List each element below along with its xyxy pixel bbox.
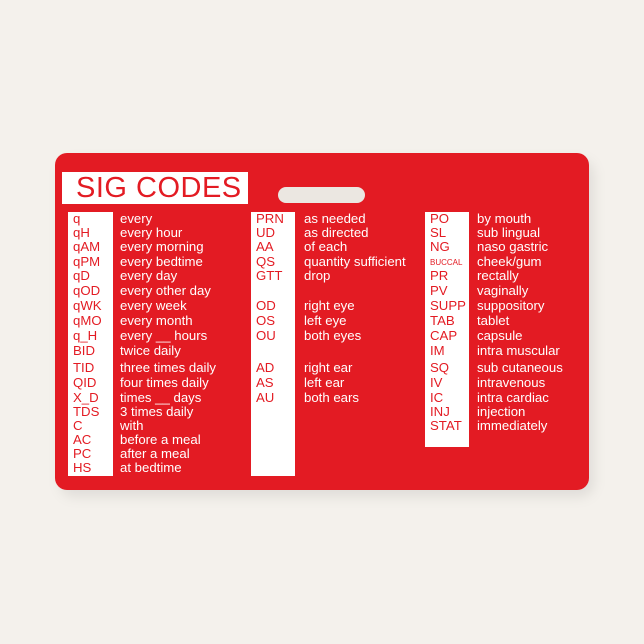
sig-code: qMO <box>73 314 102 328</box>
sig-code-meaning: every other day <box>120 284 211 298</box>
sig-code-meaning: after a meal <box>120 447 190 461</box>
sig-code-meaning: vaginally <box>477 284 528 298</box>
sig-code-meaning: with <box>120 419 143 433</box>
sig-code: PC <box>73 447 91 461</box>
sig-code-meaning: naso gastric <box>477 240 548 254</box>
lanyard-slot <box>278 187 365 203</box>
sig-code-meaning: cheek/gum <box>477 255 542 269</box>
sig-code-meaning: every week <box>120 299 187 313</box>
sig-code: TAB <box>430 314 455 328</box>
sig-code-meaning: three times daily <box>120 361 216 375</box>
sig-code-meaning: every day <box>120 269 177 283</box>
sig-code: SQ <box>430 361 449 375</box>
sig-code-meaning: both eyes <box>304 329 361 343</box>
sig-code: QID <box>73 376 96 390</box>
sig-code: qOD <box>73 284 100 298</box>
sig-code: IC <box>430 391 443 405</box>
sig-code: qH <box>73 226 90 240</box>
sig-code: QS <box>256 255 275 269</box>
sig-code: qWK <box>73 299 102 313</box>
sig-code-meaning: sub lingual <box>477 226 540 240</box>
sig-code-meaning: as needed <box>304 212 366 226</box>
sig-codes-card: SIG CODES q every qH every hour qAM every mor… <box>55 153 589 490</box>
sig-code-meaning: every hour <box>120 226 182 240</box>
sig-code: OS <box>256 314 275 328</box>
sig-code: q <box>73 212 80 226</box>
sig-code: PRN <box>256 212 284 226</box>
sig-code-meaning: of each <box>304 240 347 254</box>
sig-code-meaning: sub cutaneous <box>477 361 563 375</box>
sig-code: GTT <box>256 269 282 283</box>
sig-code: UD <box>256 226 275 240</box>
sig-code: AS <box>256 376 274 390</box>
sig-code-meaning: four times daily <box>120 376 209 390</box>
sig-code-meaning: at bedtime <box>120 461 182 475</box>
sig-code-meaning: before a meal <box>120 433 201 447</box>
sig-code-meaning: twice daily <box>120 344 181 358</box>
sig-code: qAM <box>73 240 100 254</box>
sig-code: IM <box>430 344 445 358</box>
sig-code-meaning: left eye <box>304 314 347 328</box>
sig-code-meaning: intravenous <box>477 376 545 390</box>
sig-code-meaning: every <box>120 212 152 226</box>
sig-code-meaning: times __ days <box>120 391 201 405</box>
card-title: SIG CODES <box>76 172 242 204</box>
sig-code-meaning: right ear <box>304 361 352 375</box>
sig-code: HS <box>73 461 91 475</box>
sig-code: TDS <box>73 405 99 419</box>
sig-code: IV <box>430 376 442 390</box>
sig-code: PR <box>430 269 448 283</box>
sig-code-meaning: suppository <box>477 299 544 313</box>
sig-code-meaning: as directed <box>304 226 369 240</box>
sig-code-meaning: tablet <box>477 314 509 328</box>
sig-code-meaning: 3 times daily <box>120 405 193 419</box>
sig-code-meaning: every morning <box>120 240 204 254</box>
sig-code-meaning: every bedtime <box>120 255 203 269</box>
sig-code: SUPP <box>430 299 466 313</box>
sig-code: AA <box>256 240 274 254</box>
sig-code-meaning: left ear <box>304 376 344 390</box>
sig-code-meaning: intra cardiac <box>477 391 549 405</box>
sig-code: AD <box>256 361 274 375</box>
sig-code: OD <box>256 299 276 313</box>
sig-code: qD <box>73 269 90 283</box>
sig-code-meaning: right eye <box>304 299 355 313</box>
sig-code: INJ <box>430 405 450 419</box>
sig-code: BID <box>73 344 95 358</box>
sig-code: AU <box>256 391 274 405</box>
sig-code: SL <box>430 226 446 240</box>
sig-code: C <box>73 419 83 433</box>
sig-code-meaning: both ears <box>304 391 359 405</box>
sig-code: CAP <box>430 329 457 343</box>
sig-code-meaning: every __ hours <box>120 329 207 343</box>
sig-code-meaning: intra muscular <box>477 344 560 358</box>
sig-code: AC <box>73 433 91 447</box>
sig-code-meaning: by mouth <box>477 212 531 226</box>
sig-code: PO <box>430 212 449 226</box>
sig-code: X_D <box>73 391 99 405</box>
sig-code: q_H <box>73 329 97 343</box>
sig-code: PV <box>430 284 448 298</box>
sig-code-meaning: immediately <box>477 419 547 433</box>
sig-code-meaning: drop <box>304 269 330 283</box>
sig-code-meaning: quantity sufficient <box>304 255 406 269</box>
title-banner: SIG CODES <box>62 172 248 204</box>
sig-code: TID <box>73 361 94 375</box>
sig-code: NG <box>430 240 450 254</box>
sig-code: STAT <box>430 419 462 433</box>
sig-code: OU <box>256 329 276 343</box>
sig-code-meaning: every month <box>120 314 193 328</box>
sig-code-meaning: rectally <box>477 269 519 283</box>
sig-code: qPM <box>73 255 100 269</box>
sig-code-meaning: capsule <box>477 329 522 343</box>
sig-code-meaning: injection <box>477 405 525 419</box>
